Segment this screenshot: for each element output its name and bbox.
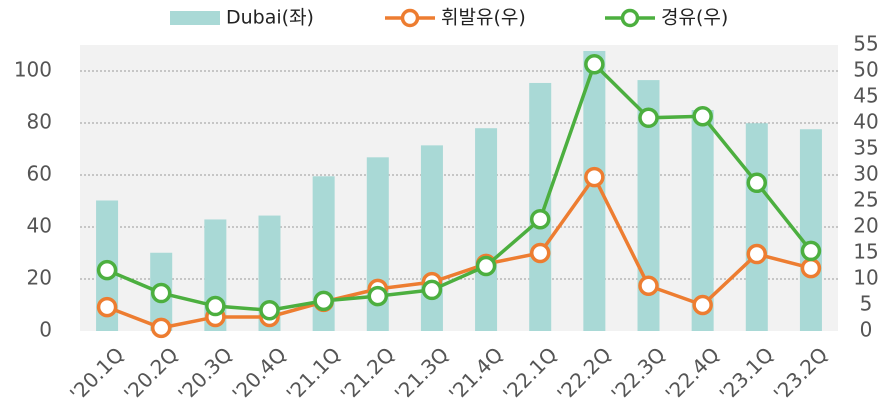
- point: [150, 282, 172, 304]
- y2-tick-label: 55: [853, 32, 878, 56]
- point: [529, 208, 551, 230]
- y2-tick-label: 30: [853, 162, 878, 186]
- bar: [583, 50, 606, 331]
- bar: [691, 110, 714, 331]
- x-tick-label: '20.1Q: [65, 342, 128, 405]
- point: [692, 105, 713, 127]
- y2-tick-label: 25: [853, 188, 878, 212]
- y-tick-label: 20: [27, 266, 52, 290]
- point: [150, 317, 172, 339]
- x-tick-label: '22.1Q: [498, 342, 561, 405]
- point: [205, 295, 226, 317]
- x-tick-label: '21.1Q: [282, 342, 345, 405]
- x-tick-label: '22.3Q: [606, 342, 669, 405]
- x-tick-label: '21.4Q: [444, 342, 507, 405]
- y2-tick-label: 5: [860, 292, 873, 316]
- legend-label: 경유(우): [661, 7, 728, 29]
- y2-tick-label: 0: [860, 318, 873, 342]
- y2-tick-label: 50: [853, 58, 878, 82]
- x-tick-label: '20.2Q: [119, 342, 182, 405]
- point: [529, 242, 551, 264]
- legend-label: Dubai(좌): [226, 7, 314, 29]
- point: [367, 285, 389, 307]
- y-tick-label: 60: [27, 162, 52, 186]
- y2-tick-label: 15: [853, 240, 878, 264]
- point: [421, 279, 443, 301]
- x-tick-label: '23.2Q: [769, 342, 832, 405]
- x-tick-label: '20.3Q: [173, 342, 236, 405]
- point: [692, 294, 713, 316]
- bar: [799, 129, 822, 331]
- point: [800, 257, 822, 279]
- y-tick-label: 40: [27, 214, 52, 238]
- bar: [420, 145, 443, 331]
- point: [746, 243, 768, 265]
- x-tick-label: '21.3Q: [390, 342, 453, 405]
- point: [475, 255, 497, 277]
- y2-tick-label: 40: [853, 110, 878, 134]
- point: [800, 240, 822, 262]
- y2-tick-label: 10: [853, 266, 878, 290]
- x-tick-label: '22.4Q: [661, 342, 724, 405]
- bar: [745, 123, 768, 331]
- x-tick-label: '22.2Q: [552, 342, 615, 405]
- x-tick-label: '23.1Q: [715, 342, 778, 405]
- x-tick-label: '21.2Q: [336, 342, 399, 405]
- y2-tick-label: 45: [853, 84, 878, 108]
- point: [96, 259, 118, 281]
- point: [313, 290, 334, 312]
- legend-swatch: [620, 8, 640, 28]
- y-tick-label: 0: [39, 318, 52, 342]
- y2-tick-label: 20: [853, 214, 878, 238]
- x-tick-label: '20.4Q: [227, 342, 290, 405]
- y-tick-label: 100: [14, 58, 52, 82]
- legend-swatch: [400, 8, 420, 28]
- point: [746, 172, 768, 194]
- y-tick-label: 80: [27, 110, 52, 134]
- legend-swatch: [170, 11, 220, 25]
- bar: [529, 82, 552, 332]
- point: [638, 275, 659, 297]
- point: [96, 296, 118, 318]
- point: [584, 53, 605, 75]
- point: [638, 107, 659, 129]
- legend-label: 휘발유(우): [441, 7, 526, 29]
- point: [584, 166, 605, 188]
- point: [259, 299, 280, 321]
- bar: [475, 128, 498, 331]
- y2-tick-label: 35: [853, 136, 878, 160]
- plot-area: [80, 45, 838, 331]
- bar: [637, 80, 660, 331]
